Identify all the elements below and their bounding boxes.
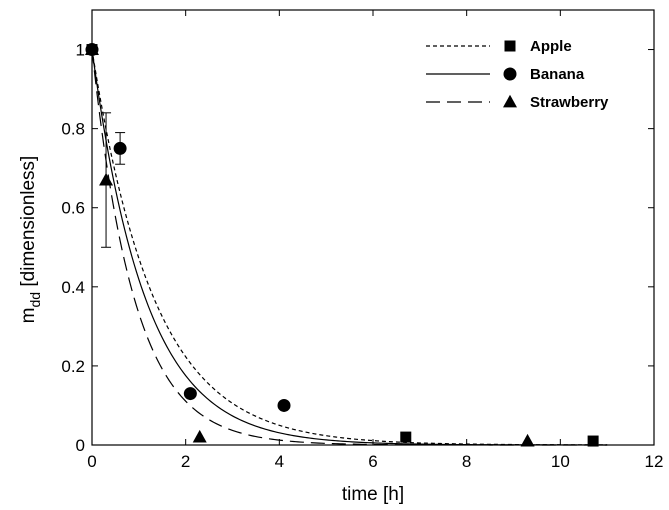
x-tick-label: 2	[181, 452, 190, 471]
legend-marker-strawberry	[503, 94, 517, 108]
y-axis-label-subscript: dd	[27, 292, 43, 308]
x-tick-label: 12	[645, 452, 664, 471]
x-axis-label: time [h]	[342, 484, 404, 505]
legend-marker-apple	[504, 40, 516, 52]
x-tick-labels: 0 2 4 6 8 10 12	[87, 452, 663, 471]
data-point-strawberry	[99, 172, 114, 186]
legend-label-strawberry: Strawberry	[530, 94, 609, 111]
x-tick-label: 6	[368, 452, 377, 471]
y-tick-label: 0.8	[61, 120, 85, 139]
y-axis-label-rest: [dimensionless]	[18, 156, 39, 292]
data-point-apple	[587, 435, 599, 447]
data-point-banana	[277, 398, 291, 412]
y-tick-label: 1	[76, 41, 85, 60]
legend-marker-banana	[503, 67, 517, 81]
y-tick-label: 0.4	[61, 278, 85, 297]
y-tick-label: 0	[76, 436, 85, 455]
legend: Apple Banana Strawberry	[426, 38, 609, 111]
y-tick-label: 0.2	[61, 357, 85, 376]
x-tick-label: 8	[462, 452, 471, 471]
y-tick-labels: 0 0.2 0.4 0.6 0.8 1	[61, 41, 85, 455]
legend-label-banana: Banana	[530, 66, 585, 83]
data-point-apple	[400, 431, 412, 443]
y-axis-label-main: m	[18, 307, 39, 323]
data-point-strawberry	[192, 429, 207, 443]
y-axis-label: mdd [dimensionless]	[18, 156, 43, 324]
data-point-banana	[183, 387, 197, 401]
axis-ticks	[91, 10, 655, 446]
data-markers	[85, 42, 599, 447]
x-tick-label: 4	[275, 452, 284, 471]
legend-label-apple: Apple	[530, 38, 572, 55]
x-tick-label: 0	[87, 452, 96, 471]
data-point-banana	[113, 141, 127, 155]
x-tick-label: 10	[551, 452, 570, 471]
data-point-strawberry	[520, 433, 535, 447]
fit-curve-apple	[91, 49, 608, 446]
y-tick-label: 0.6	[61, 199, 85, 218]
